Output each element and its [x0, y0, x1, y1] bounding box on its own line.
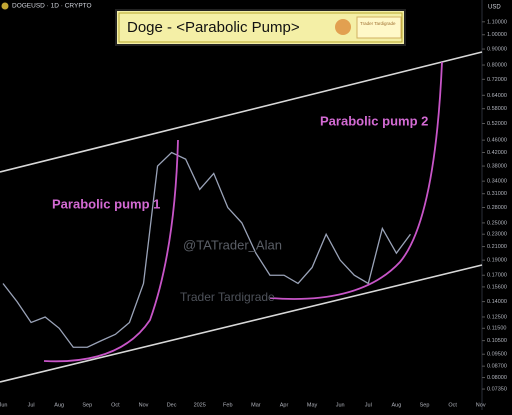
- currency: USD: [488, 5, 501, 11]
- y-tick-label: 0.34000: [487, 179, 507, 185]
- x-tick-label: Jul: [365, 402, 372, 408]
- channel-upper: [0, 51, 483, 173]
- x-tick-label: Oct: [448, 402, 457, 408]
- logo-box: [356, 16, 402, 39]
- annotation: Parabolic pump 2: [320, 113, 428, 128]
- y-tick-label: 0.52000: [487, 121, 507, 127]
- y-tick-label: 0.28000: [487, 205, 507, 211]
- y-tick-label: 0.80000: [487, 62, 507, 68]
- parabola-1: [43, 139, 179, 363]
- x-tick-label: Feb: [223, 402, 232, 408]
- symbol-icon: [1, 2, 9, 10]
- logo: [335, 19, 351, 35]
- y-tick-label: 0.12500: [487, 314, 507, 320]
- symbol: DOGEUSD · 1D · CRYPTO: [12, 3, 92, 10]
- y-tick-label: 0.46000: [487, 138, 507, 144]
- watermark: Trader Tardigrade: [180, 290, 275, 304]
- y-tick-label: 1.00000: [487, 32, 507, 38]
- y-tick-label: 0.07350: [487, 386, 507, 392]
- y-tick-label: 0.42000: [487, 150, 507, 156]
- y-tick-label: 0.17000: [487, 273, 507, 279]
- x-tick-label: Sep: [420, 402, 430, 408]
- x-tick-label: Jul: [28, 402, 35, 408]
- y-tick-label: 0.19000: [487, 258, 507, 264]
- annotation: Parabolic pump 1: [52, 196, 160, 211]
- title-box-inner: [118, 12, 403, 43]
- x-tick-label: Oct: [111, 402, 120, 408]
- x-tick-label: Sep: [82, 402, 92, 408]
- y-tick-label: 0.11500: [487, 326, 506, 332]
- x-tick-label: Jun: [336, 402, 345, 408]
- x-tick-label: Mar: [251, 402, 261, 408]
- y-tick-label: 0.08000: [487, 375, 507, 381]
- channel-lower: [0, 264, 483, 383]
- x-tick-label: 2025: [194, 402, 206, 408]
- x-tick-label: Aug: [392, 402, 402, 408]
- y-tick-label: 1.10000: [487, 19, 507, 25]
- y-tick-label: 0.09500: [487, 352, 507, 358]
- chart-title: Doge - <Parabolic Pump>: [127, 19, 300, 36]
- x-tick-label: Jun: [0, 402, 7, 408]
- y-tick-label: 0.14000: [487, 299, 507, 305]
- x-tick-label: Aug: [54, 402, 64, 408]
- y-tick-label: 0.58000: [487, 106, 507, 112]
- y-tick-label: 0.10500: [487, 338, 507, 344]
- x-tick-label: Dec: [167, 402, 177, 408]
- parabola-2: [269, 61, 443, 300]
- x-tick-label: May: [307, 402, 318, 408]
- y-tick-label: 0.08700: [487, 364, 507, 370]
- x-tick-label: Apr: [280, 402, 289, 408]
- watermark: @TATrader_Alan: [183, 237, 282, 252]
- y-tick-label: 0.21000: [487, 244, 507, 250]
- x-tick-label: Nov: [476, 402, 486, 408]
- y-tick-label: 0.90000: [487, 46, 507, 52]
- y-tick-label: 0.31000: [487, 191, 507, 197]
- y-tick-label: 0.64000: [487, 93, 507, 99]
- y-tick-label: 0.15600: [487, 284, 507, 290]
- price-line: [2, 151, 411, 348]
- logo-text: Trader Tardigrade: [360, 21, 396, 26]
- y-tick-label: 0.25000: [487, 220, 507, 226]
- y-tick-label: 0.23000: [487, 232, 507, 238]
- y-tick-label: 0.38000: [487, 164, 507, 170]
- x-tick-label: Nov: [139, 402, 149, 408]
- y-tick-label: 0.72000: [487, 77, 507, 83]
